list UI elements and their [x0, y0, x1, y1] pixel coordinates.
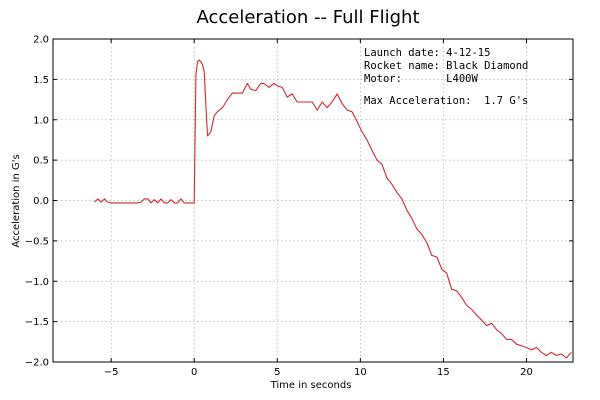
- annotation-max-acceleration: Max Acceleration: 1.7 G's: [364, 95, 528, 107]
- x-tick-label: 0: [191, 367, 197, 378]
- y-tick-label: −1.0: [25, 277, 49, 288]
- y-tick-label: 2.0: [33, 35, 49, 46]
- chart-title: Acceleration -- Full Flight: [196, 7, 419, 28]
- y-tick-label: 0.0: [33, 196, 49, 207]
- x-tick-label: −5: [104, 367, 119, 378]
- annotation-rocket-name: Rocket name: Black Diamond: [364, 60, 528, 72]
- y-tick-label: −1.5: [25, 317, 49, 328]
- y-tick-label: 1.0: [33, 115, 49, 126]
- y-tick-label: 1.5: [33, 75, 49, 86]
- x-axis-ticks: −5 0 5 10 15 20: [104, 39, 533, 378]
- y-tick-label: −2.0: [25, 358, 49, 369]
- x-tick-label: 5: [274, 367, 280, 378]
- grid: [53, 38, 573, 363]
- y-tick-label: −0.5: [25, 236, 49, 247]
- x-tick-label: 10: [354, 367, 367, 378]
- y-axis-ticks: −2.0 −1.5 −1.0 −0.5 0.0 0.5 1.0 1.5 2.0: [25, 35, 573, 369]
- series-layer: [94, 59, 572, 359]
- annotation-launch-date: Launch date: 4-12-15: [364, 47, 490, 59]
- annotation-motor: Motor: L400W: [364, 73, 478, 85]
- y-tick-label: 0.5: [33, 156, 49, 167]
- x-tick-label: 20: [520, 367, 533, 378]
- x-axis-label: Time in seconds: [270, 380, 352, 391]
- flight-info-annotation: Launch date: 4-12-15 Rocket name: Black …: [364, 47, 528, 107]
- acceleration-series-line: [94, 59, 572, 359]
- x-tick-label: 15: [437, 367, 450, 378]
- y-axis-label: Acceleration in G's: [11, 154, 22, 247]
